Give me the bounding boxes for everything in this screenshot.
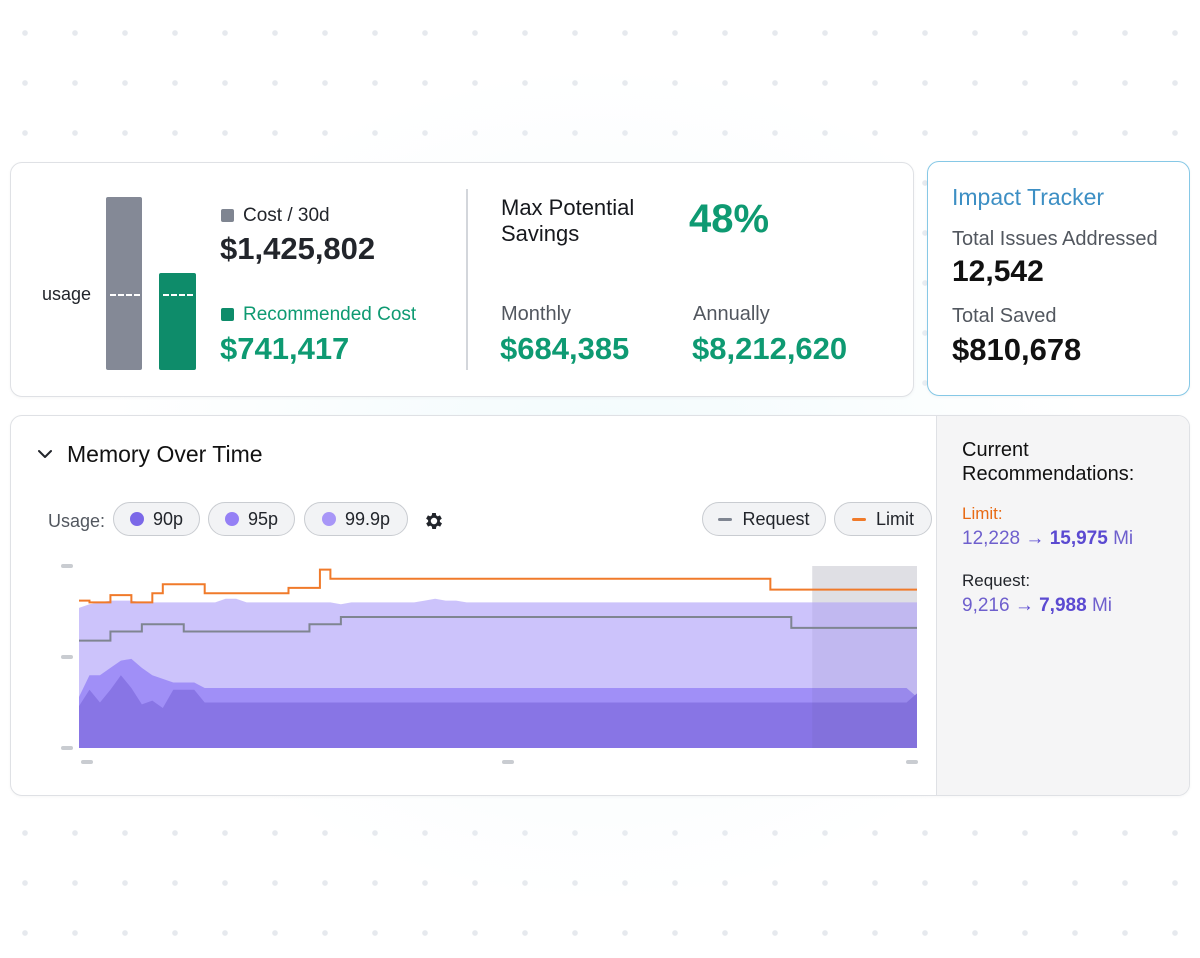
y-tick-1	[61, 655, 73, 659]
memory-over-time-card: Memory Over Time Usage: 90p 95p 99.9p Re…	[10, 415, 1190, 796]
percentile-95p-toggle[interactable]: 95p	[208, 502, 295, 536]
annual-value: $8,212,620	[692, 331, 848, 366]
line-series-limit	[79, 568, 917, 604]
y-tick-2	[61, 746, 73, 750]
impact-tracker-card[interactable]: Impact Tracker Total Issues Addressed 12…	[927, 161, 1190, 396]
percentile-dot-icon	[321, 512, 336, 526]
cost-legend-swatch	[221, 209, 234, 222]
percentile-label: 90p	[152, 508, 184, 529]
usage-line	[163, 294, 193, 296]
total-saved-label: Total Saved	[952, 305, 1057, 327]
impact-tracker-title[interactable]: Impact Tracker	[952, 184, 1105, 210]
y-tick-0	[61, 564, 73, 568]
recommendations-panel: Current Recommendations: Limit: 12,228 →…	[936, 416, 1189, 795]
request-label: Request:	[962, 571, 1031, 590]
cost-label: Cost / 30d	[243, 205, 330, 226]
percentile-dot-icon	[129, 512, 144, 526]
max-savings-label: Max Potential Savings	[501, 195, 635, 246]
issues-addressed-label: Total Issues Addressed	[952, 228, 1158, 250]
legend-label: Limit	[875, 508, 914, 529]
line-series-request	[79, 615, 917, 642]
arrow-icon: →	[1014, 595, 1034, 616]
limit-unit: Mi	[1113, 528, 1134, 549]
request-from: 9,216	[962, 595, 1010, 616]
x-tick-2	[906, 760, 918, 764]
gear-icon[interactable]	[423, 510, 445, 532]
memory-title[interactable]: Memory Over Time	[67, 441, 263, 467]
limit-to: 15,975	[1049, 528, 1108, 549]
shaded-overlay	[812, 566, 917, 748]
monthly-value: $684,385	[500, 331, 630, 366]
limit-from: 12,228	[962, 528, 1021, 549]
monthly-label: Monthly	[501, 303, 572, 325]
area-series-90p	[79, 675, 917, 748]
percentile-90p-toggle[interactable]: 90p	[113, 502, 200, 536]
total-saved-value: $810,678	[952, 332, 1082, 367]
recommended-cost-value: $741,417	[220, 331, 350, 366]
cost-value: $1,425,802	[220, 231, 376, 266]
recommended-cost-label: Recommended Cost	[243, 304, 417, 325]
x-tick-0	[81, 760, 93, 764]
request-to: 7,988	[1039, 595, 1087, 616]
percentile-99-9p-toggle[interactable]: 99.9p	[304, 502, 408, 536]
issues-addressed-value: 12,542	[952, 255, 1044, 288]
legend-line-icon	[718, 517, 733, 521]
arrow-icon: →	[1025, 528, 1045, 549]
percentile-label: 99.9p	[344, 508, 391, 529]
savings-percent: 48%	[689, 197, 770, 241]
legend-request-toggle[interactable]: Request	[702, 502, 826, 536]
cost-summary-card: usage Cost / 30d $1,425,802 Recommended …	[10, 162, 914, 397]
recommended-legend-swatch	[221, 308, 234, 321]
request-unit: Mi	[1091, 595, 1112, 616]
chevron-down-icon[interactable]	[38, 447, 52, 461]
request-recommendation: 9,216 → 7,988 Mi	[962, 595, 1112, 617]
percentile-dot-icon	[224, 512, 239, 526]
limit-recommendation: 12,228 → 15,975 Mi	[962, 528, 1133, 550]
legend-label: Request	[742, 508, 810, 529]
recommended-cost-bar	[159, 273, 196, 370]
percentile-label: 95p	[247, 508, 279, 529]
divider	[466, 189, 468, 370]
current-cost-bar	[106, 197, 142, 370]
x-tick-1	[502, 760, 514, 764]
limit-label: Limit:	[962, 504, 1003, 523]
recommendations-title: Current Recommendations:	[962, 439, 1135, 485]
usage-line	[110, 294, 140, 296]
usage-label: usage	[42, 284, 92, 304]
memory-chart[interactable]	[49, 561, 929, 776]
legend-line-icon	[851, 517, 866, 521]
annual-label: Annually	[693, 303, 770, 325]
usage-filter-label: Usage:	[48, 511, 106, 531]
legend-limit-toggle[interactable]: Limit	[834, 502, 932, 536]
